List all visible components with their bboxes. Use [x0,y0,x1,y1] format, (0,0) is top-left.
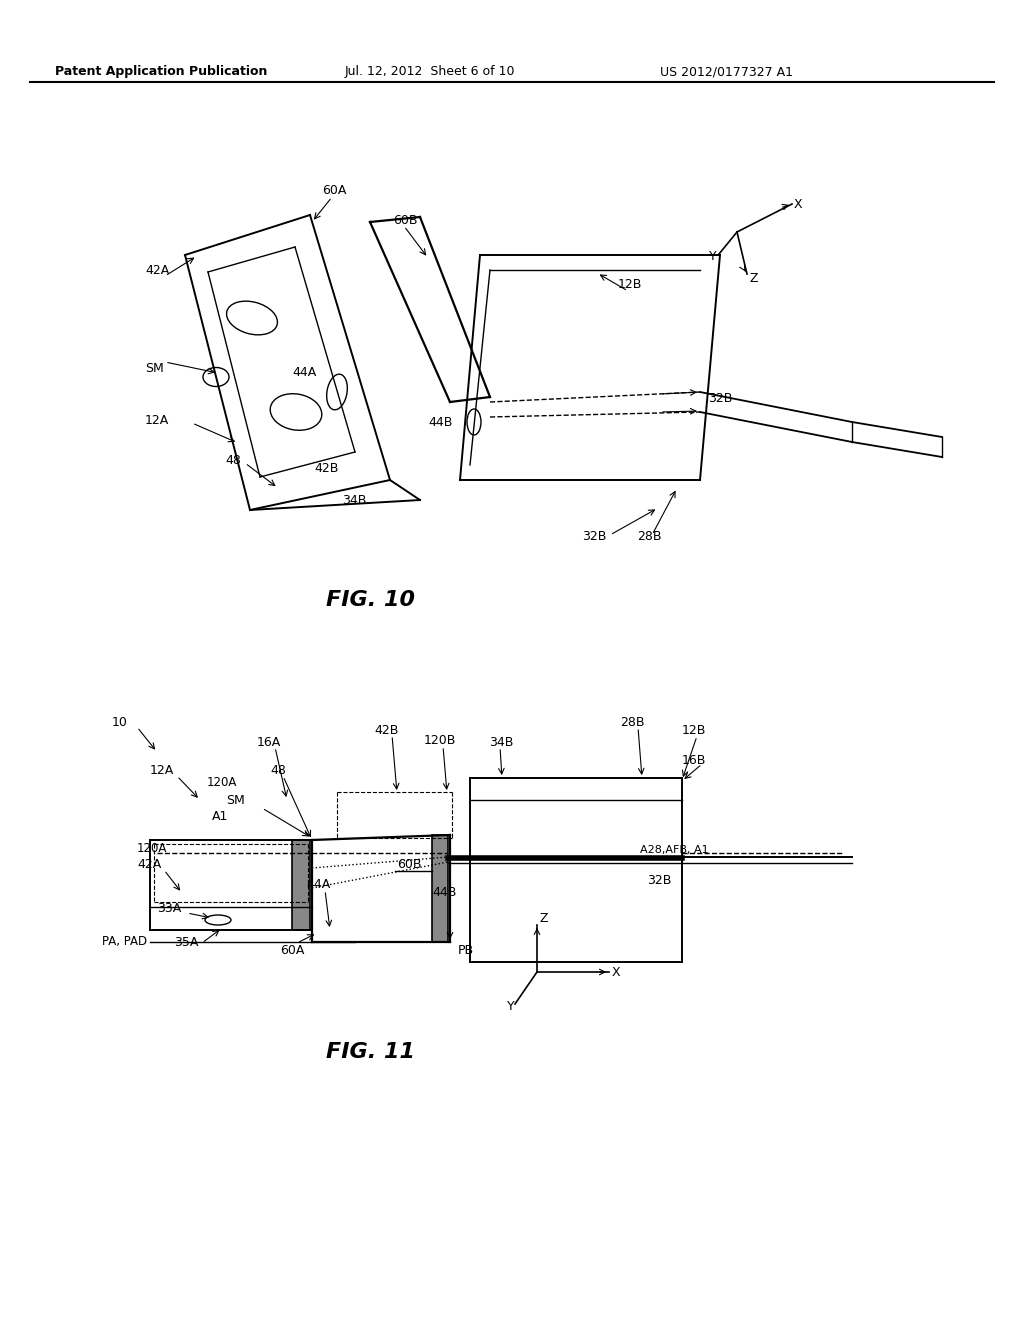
Text: US 2012/0177327 A1: US 2012/0177327 A1 [660,66,793,78]
Text: 60B: 60B [393,214,418,227]
Text: 120B: 120B [424,734,457,747]
Text: 33A: 33A [157,902,181,915]
Text: 42B: 42B [314,462,338,474]
Text: Y: Y [507,1001,515,1014]
Text: 32B: 32B [647,874,672,887]
Text: FIG. 11: FIG. 11 [326,1041,415,1063]
Text: FIG. 10: FIG. 10 [326,590,415,610]
Text: Patent Application Publication: Patent Application Publication [55,66,267,78]
Bar [432,836,449,942]
Text: 44A: 44A [292,367,316,380]
Text: 42A: 42A [137,858,161,871]
Text: X: X [794,198,803,210]
Text: A1: A1 [212,809,228,822]
Text: X: X [612,965,621,978]
Text: A28,AFB, A1: A28,AFB, A1 [640,845,709,855]
Text: 48: 48 [225,454,241,466]
Text: 34B: 34B [342,494,367,507]
Text: 16B: 16B [682,754,707,767]
Text: 28B: 28B [637,531,662,544]
Text: 44B: 44B [432,887,457,899]
Text: 34B: 34B [489,735,513,748]
Text: 32B: 32B [582,531,606,544]
Text: 10: 10 [112,715,128,729]
Text: Jul. 12, 2012  Sheet 6 of 10: Jul. 12, 2012 Sheet 6 of 10 [345,66,515,78]
Text: PB: PB [458,944,474,957]
Text: 12B: 12B [618,279,642,292]
Text: Z: Z [750,272,759,285]
Text: 42A: 42A [145,264,169,276]
Text: 28B: 28B [620,715,644,729]
Text: 120A: 120A [137,842,167,854]
Text: Y: Y [709,249,717,263]
Text: 16A: 16A [257,735,282,748]
Text: 60A: 60A [322,183,346,197]
Bar [292,840,310,931]
Text: 12A: 12A [145,413,169,426]
Text: 60B: 60B [397,858,422,870]
Text: SM: SM [226,793,245,807]
Text: 48: 48 [270,763,286,776]
Text: 60A: 60A [280,944,304,957]
Text: 35A: 35A [174,936,199,949]
Text: SM: SM [145,362,164,375]
Text: Z: Z [540,912,549,924]
Text: 32B: 32B [708,392,732,404]
Text: 44B: 44B [428,417,453,429]
Text: 12B: 12B [682,723,707,737]
Text: 44A: 44A [306,879,331,891]
Text: PA, PAD: PA, PAD [102,935,147,948]
Text: 42B: 42B [374,723,398,737]
Text: 120A: 120A [207,776,238,789]
Text: 12A: 12A [150,763,174,776]
